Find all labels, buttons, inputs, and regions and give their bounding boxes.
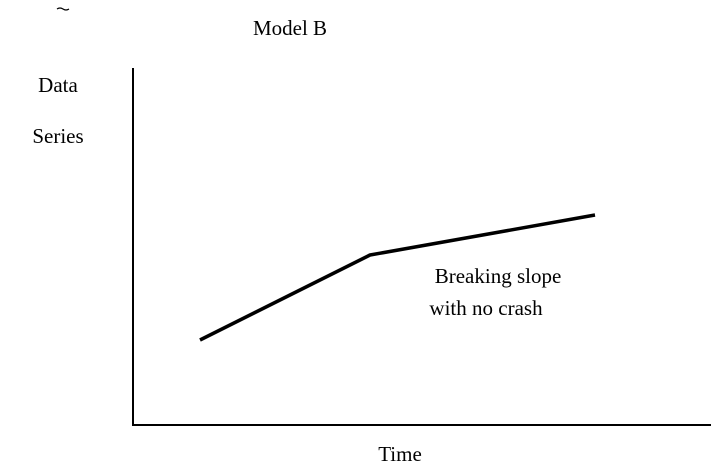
y-axis-label: Data	[38, 73, 78, 97]
stray-mark	[56, 7, 70, 11]
annotation: with no crash	[429, 296, 543, 320]
x-axis-label: Time	[378, 442, 422, 466]
trend-line	[199, 213, 596, 342]
annotation: Breaking slope	[435, 264, 562, 288]
y-axis-label: Series	[32, 124, 83, 148]
title: Model B	[253, 16, 327, 40]
